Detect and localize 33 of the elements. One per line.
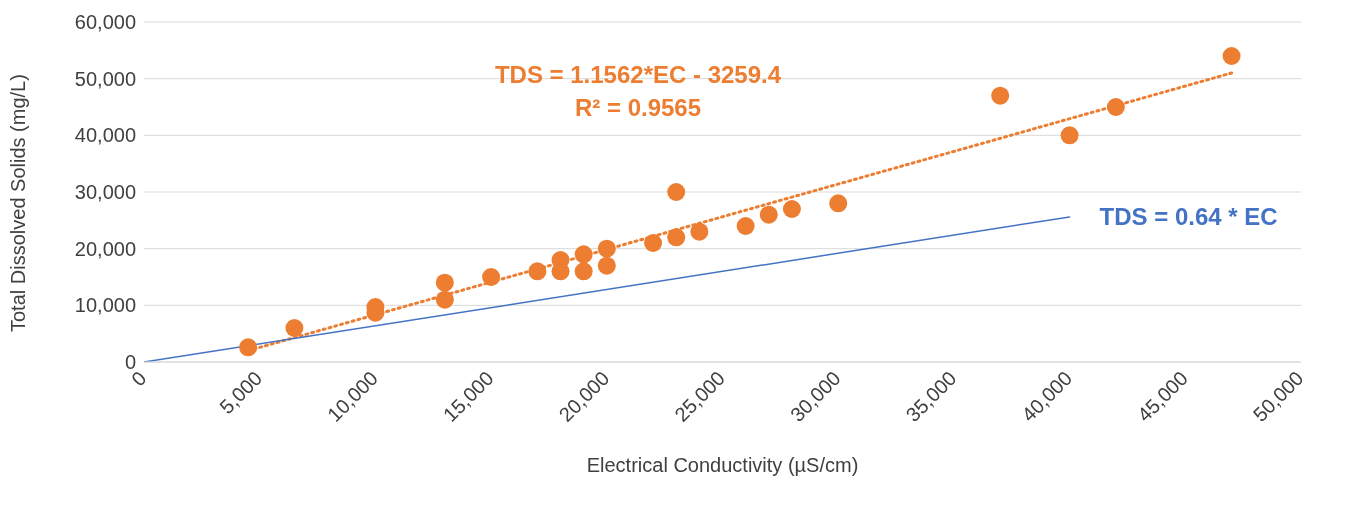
point [1106,98,1125,116]
point [736,217,755,235]
point [644,234,663,252]
y-tick-label: 20,000 [74,237,136,260]
point [829,194,848,213]
point [528,262,547,281]
x-axis-title: Electrical Conductivity (µS/cm) [586,454,859,476]
y-tick-label: 10,000 [74,294,136,317]
point [991,86,1010,105]
point [1060,126,1079,145]
y-tick-label: 50,000 [74,67,136,90]
text: TDS = 1.1562*EC - 3259.4 [493,60,783,90]
point [782,200,801,218]
series-label: TDS = 0.64 * EC [1099,202,1278,230]
y-tick-label: 40,000 [74,124,136,147]
point [239,338,258,357]
point [690,222,709,241]
point [1222,47,1241,65]
point [482,268,501,286]
point [574,245,593,264]
point [667,228,686,247]
y-tick-label: 60,000 [74,11,136,34]
point [435,273,454,292]
point [667,183,686,201]
point [574,262,593,281]
point [285,319,304,337]
annotation: R² = 0.9565 [573,93,703,123]
point [435,290,454,309]
y-axis-title: Total Dissolved Solids (mg/L) [7,74,30,332]
point [597,239,616,258]
point [597,256,616,275]
y-tick-label: 30,000 [74,181,136,204]
point [759,205,778,224]
